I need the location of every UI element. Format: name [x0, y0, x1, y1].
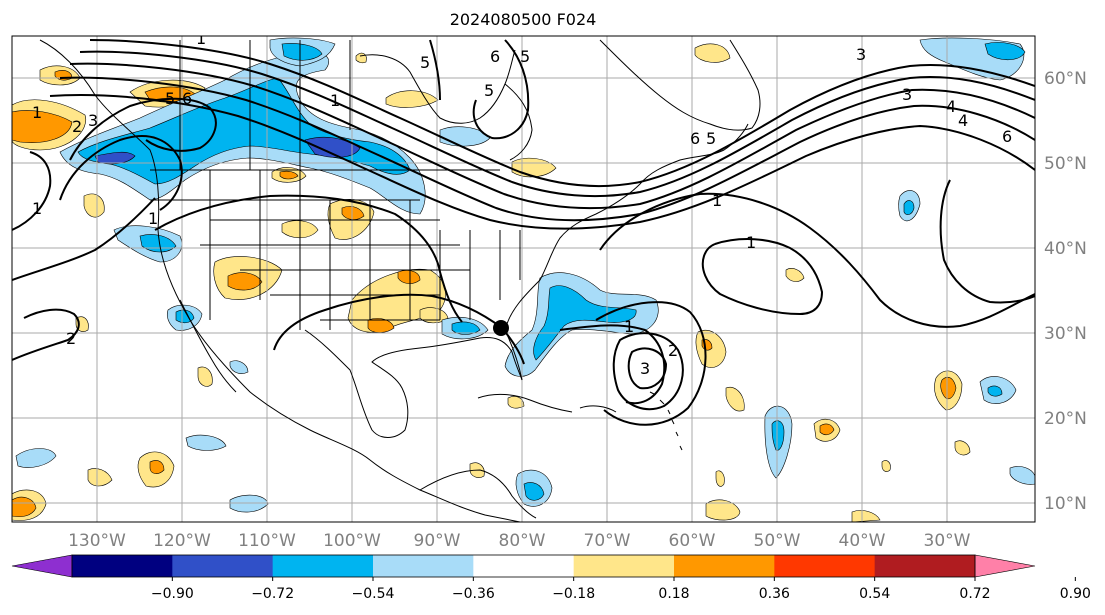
longitude-label: 120°W: [153, 531, 211, 551]
colorbar-tick-label: 0.18: [658, 586, 689, 602]
contour-label: 5: [706, 129, 716, 148]
location-marker: [493, 320, 509, 336]
longitude-axis: 130°W 120°W 110°W 100°W 90°W 80°W 70°W 6…: [68, 531, 971, 551]
latitude-label: 20°N: [1044, 409, 1087, 429]
colorbar: −0.90 −0.72 −0.54 −0.36 −0.18 0.18 0.36 0.54 0.7…: [11, 554, 1091, 602]
contour-label: 3: [88, 111, 98, 130]
colorbar-tick-label: 0.72: [959, 586, 990, 602]
longitude-label: 30°W: [924, 531, 971, 551]
longitude-label: 80°W: [499, 531, 546, 551]
contour-label: 3: [856, 45, 866, 64]
colorbar-tick-label: −0.72: [251, 586, 294, 602]
contour-label: 5: [420, 53, 430, 72]
contour-label: 5: [484, 81, 494, 100]
longitude-label: 50°W: [754, 531, 801, 551]
latitude-label: 50°N: [1044, 154, 1087, 174]
longitude-label: 90°W: [414, 531, 461, 551]
latitude-label: 40°N: [1044, 239, 1087, 259]
contour-label: 1: [32, 199, 42, 218]
colorbar-tick-label: 0.36: [759, 586, 790, 602]
contour-labels: 1 5 6 5 6 5 6 4 3 1 1 2 3 2 1 1 3 4 5 6 …: [32, 29, 1012, 378]
contour-label: 2: [72, 117, 82, 136]
contour-label: 1: [746, 233, 756, 252]
colorbar-tick-label: 0.90: [1060, 586, 1091, 602]
colorbar-segment: [373, 555, 474, 577]
contour-label: 6: [490, 47, 500, 66]
longitude-label: 60°W: [669, 531, 716, 551]
colorbar-tick-label: 0.54: [859, 586, 890, 602]
colorbar-segment: [573, 555, 675, 577]
contour-label: 5: [520, 47, 530, 66]
latitude-axis: 60°N 50°N 40°N 30°N 20°N 10°N: [1044, 69, 1087, 514]
map-title: 2024080500 F024: [450, 10, 597, 29]
colorbar-extend-high: [974, 554, 1036, 578]
map-frame: [11, 35, 1036, 523]
colorbar-segment: [172, 555, 274, 577]
latitude-label: 10°N: [1044, 494, 1087, 514]
contour-lines: [12, 39, 1035, 426]
colorbar-segment: [774, 555, 876, 577]
contour-label: 4: [946, 97, 956, 116]
contour-label: 1: [712, 191, 722, 210]
colorbar-segment: [72, 555, 173, 577]
colorbar-extend-low: [11, 554, 73, 578]
contour-label: 6: [182, 89, 192, 108]
longitude-label: 40°W: [839, 531, 886, 551]
contour-label: 1: [330, 91, 340, 110]
contour-label: 2: [66, 329, 76, 348]
latitude-label: 60°N: [1044, 69, 1087, 89]
contour-label: 4: [958, 111, 968, 130]
latitude-label: 30°N: [1044, 324, 1087, 344]
colorbar-tick-label: −0.36: [452, 586, 495, 602]
contour-label: 1: [624, 317, 634, 336]
colorbar-tick-label: −0.18: [552, 586, 595, 602]
longitude-label: 100°W: [323, 531, 381, 551]
contour-label: 2: [668, 341, 678, 360]
contour-label: 3: [640, 359, 650, 378]
longitude-label: 130°W: [68, 531, 126, 551]
map-content: 1 5 6 5 6 5 6 4 3 1 1 2 3 2 1 1 3 4 5 6 …: [12, 29, 1035, 522]
colorbar-segment: [272, 555, 374, 577]
longitude-label: 70°W: [584, 531, 631, 551]
longitude-label: 110°W: [238, 531, 296, 551]
contour-label: 1: [32, 103, 42, 122]
contour-label: 1: [196, 29, 206, 48]
contour-label: 6: [1002, 127, 1012, 146]
colorbar-segment: [674, 555, 775, 577]
contour-label: 3: [902, 85, 912, 104]
contour-label: 5: [165, 89, 175, 108]
colorbar-outline: [71, 554, 976, 578]
colorbar-segment: [874, 555, 976, 577]
contour-label: 1: [148, 209, 158, 228]
contour-label: 6: [690, 129, 700, 148]
colorbar-tick-label: −0.54: [352, 586, 395, 602]
colorbar-segment: [473, 555, 575, 577]
colorbar-tick-label: −0.90: [151, 586, 194, 602]
